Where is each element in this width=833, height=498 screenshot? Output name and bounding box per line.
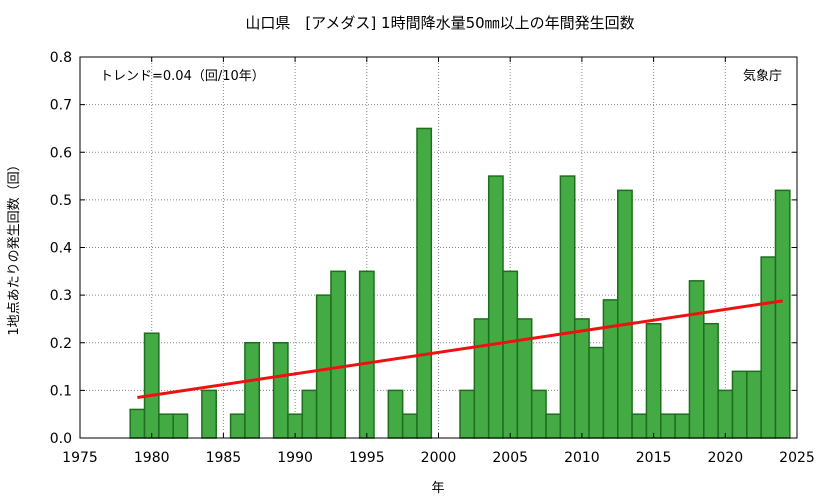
- bar-2016: [660, 413, 676, 439]
- bar-1984: [201, 389, 217, 439]
- bar-2005: [502, 270, 519, 439]
- chart-title: 山口県 [アメダス] 1時間降水量50㎜以上の年間発生回数: [245, 14, 634, 32]
- x-tick-label: 1985: [206, 450, 242, 466]
- trend-line: [137, 299, 783, 400]
- bar-2018: [688, 280, 705, 439]
- x-tick-label: 2015: [636, 450, 672, 466]
- y-tick-label: 0.4: [50, 241, 72, 257]
- x-tick-label: 2010: [564, 450, 600, 466]
- y-tick-label: 0.2: [50, 336, 72, 352]
- x-axis: 1975 1980 1985 1990 1995 2000 2005 2010 2015 2020…: [62, 57, 815, 466]
- bar-1982: [172, 413, 189, 439]
- x-tick-label: 1990: [277, 450, 313, 466]
- y-axis-title: 1地点あたりの発生回数（回）: [7, 158, 22, 335]
- bar-2024: [774, 189, 791, 439]
- bar-2007: [530, 389, 547, 439]
- y-tick-label: 0.3: [50, 288, 72, 304]
- bar-2021: [731, 370, 748, 439]
- bar-2012: [602, 299, 619, 439]
- bar-2003: [473, 318, 490, 439]
- bar-2006: [516, 318, 533, 439]
- bar-2022: [746, 370, 762, 439]
- bar-2020: [717, 389, 734, 439]
- bar-1979: [129, 408, 146, 439]
- grid-lines: [80, 57, 797, 438]
- bar-1992: [315, 294, 332, 439]
- x-tick-label: 1975: [62, 450, 98, 466]
- bar-1999: [416, 127, 433, 439]
- y-tick-label: 0.6: [50, 145, 72, 161]
- bar-2009: [559, 175, 576, 439]
- bar-2010: [573, 318, 590, 439]
- bar-1991: [301, 389, 318, 439]
- bar-1980: [143, 332, 160, 439]
- bar-1986: [229, 413, 246, 439]
- x-tick-label: 2000: [421, 450, 457, 466]
- bar-2019: [703, 322, 719, 439]
- x-tick-label: 2025: [779, 450, 815, 466]
- x-tick-label: 1995: [349, 450, 385, 466]
- y-tick-label: 0.8: [50, 50, 72, 66]
- bar-1997: [387, 389, 404, 439]
- bar-1993: [330, 270, 347, 439]
- trend-label: トレンド=0.04（回/10年）: [100, 69, 265, 84]
- x-axis-title: 年: [431, 481, 444, 496]
- y-tick-label: 0.1: [50, 383, 72, 399]
- bar-1989: [272, 342, 289, 439]
- bar-2013: [617, 189, 633, 439]
- y-tick-label: 0.7: [50, 98, 72, 114]
- x-tick-label: 2005: [492, 450, 528, 466]
- bar-2014: [631, 413, 648, 439]
- bar-2017: [674, 413, 691, 439]
- x-tick-label: 1980: [134, 450, 170, 466]
- bar-2015: [645, 322, 662, 439]
- bar-1987: [244, 342, 261, 439]
- y-tick-label: 0.5: [50, 193, 72, 209]
- bar-1998: [401, 413, 418, 439]
- bar-1995: [358, 270, 375, 439]
- y-axis: 0.0 0.1 0.2 0.3 0.4 0.5 0.6 0.7 0.8: [50, 50, 797, 447]
- bar-2002: [459, 389, 476, 439]
- bars: [129, 127, 791, 439]
- x-tick-label: 2020: [707, 450, 743, 466]
- bar-1981: [158, 413, 174, 439]
- bar-2004: [487, 175, 504, 439]
- bar-2008: [545, 413, 562, 439]
- bar-2023: [760, 256, 777, 439]
- y-tick-label: 0.0: [50, 431, 72, 447]
- bar-2011: [588, 346, 605, 439]
- source-label: 気象庁: [743, 68, 782, 84]
